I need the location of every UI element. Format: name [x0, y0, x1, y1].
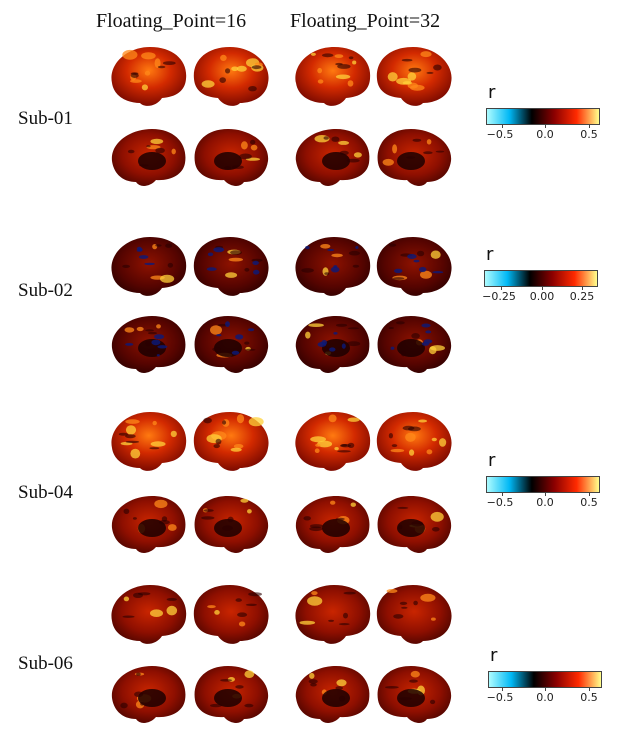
brain-hemisphere-render [295, 666, 370, 723]
colorbar-sub-06: r −0.5 0.0 0.5 [486, 645, 618, 715]
brain-hemisphere-render [111, 129, 186, 186]
brain-hemisphere-render [111, 316, 186, 373]
brain-hemisphere-render [111, 47, 187, 106]
brain-hemisphere-render [295, 237, 371, 296]
colorbar-tick-label: 0.00 [529, 290, 555, 303]
brain-hemisphere-render [295, 47, 371, 106]
brain-hemisphere-render [194, 496, 269, 553]
brain-hemisphere-render [376, 412, 452, 471]
brain-hemisphere-render [295, 585, 371, 644]
brain-hemisphere-render [111, 585, 187, 644]
row-label-sub-06: Sub-06 [18, 653, 73, 674]
brain-hemisphere-render [376, 47, 452, 106]
column-title-fp16: Floating_Point=16 [96, 10, 247, 32]
brain-hemisphere-render [193, 237, 269, 296]
colorbar-tick-label: 0.5 [580, 128, 598, 141]
colorbar-gradient [486, 476, 600, 493]
colorbar-tick-label: 0.0 [536, 128, 554, 141]
row-label-sub-04: Sub-04 [18, 482, 73, 503]
colorbar-tick-label: −0.5 [486, 496, 514, 509]
brain-hemisphere-render [295, 412, 371, 471]
brain-hemisphere-render [193, 412, 269, 471]
colorbar-tick-label: −0.5 [486, 691, 514, 704]
brain-hemisphere-render [193, 585, 269, 644]
colorbar-symbol: r [490, 645, 498, 666]
brain-hemisphere-render [295, 316, 370, 373]
colorbar-gradient [486, 108, 600, 125]
colorbar-tick-label: 0.5 [580, 691, 598, 704]
brain-hemisphere-render [377, 316, 452, 373]
brain-hemisphere-render [295, 129, 370, 186]
brain-hemisphere-render [111, 412, 187, 471]
brain-hemisphere-render [376, 237, 452, 296]
colorbar-tick-label: 0.25 [569, 290, 595, 303]
brain-hemisphere-render [111, 496, 186, 553]
brain-hemisphere-render [376, 585, 452, 644]
brain-hemisphere-render [111, 666, 186, 723]
colorbar-symbol: r [488, 82, 496, 103]
colorbar-symbol: r [488, 450, 496, 471]
colorbar-tick-label: 0.5 [580, 496, 598, 509]
brain-hemisphere-render [194, 666, 269, 723]
colorbar-tick-label: −0.25 [482, 290, 516, 303]
colorbar-gradient [484, 270, 598, 287]
row-label-sub-01: Sub-01 [18, 108, 73, 129]
row-label-sub-02: Sub-02 [18, 280, 73, 301]
brain-hemisphere-render [377, 666, 452, 723]
brain-hemisphere-render [295, 496, 370, 553]
brain-hemisphere-render [194, 316, 269, 373]
brain-hemisphere-render [193, 47, 269, 106]
colorbar-tick-label: −0.5 [486, 128, 514, 141]
brain-hemisphere-render [377, 496, 452, 553]
colorbar-sub-02: r −0.25 0.00 0.25 [482, 244, 614, 314]
colorbar-tick-label: 0.0 [536, 691, 554, 704]
brain-hemisphere-render [194, 129, 269, 186]
brain-hemisphere-render [377, 129, 452, 186]
column-title-fp32: Floating_Point=32 [290, 10, 441, 32]
colorbar-symbol: r [486, 244, 494, 265]
colorbar-sub-04: r −0.5 0.0 0.5 [486, 450, 616, 520]
colorbar-tick-label: 0.0 [536, 496, 554, 509]
colorbar-gradient [488, 671, 602, 688]
colorbar-sub-01: r −0.5 0.0 0.5 [486, 82, 616, 152]
brain-hemisphere-render [111, 237, 187, 296]
